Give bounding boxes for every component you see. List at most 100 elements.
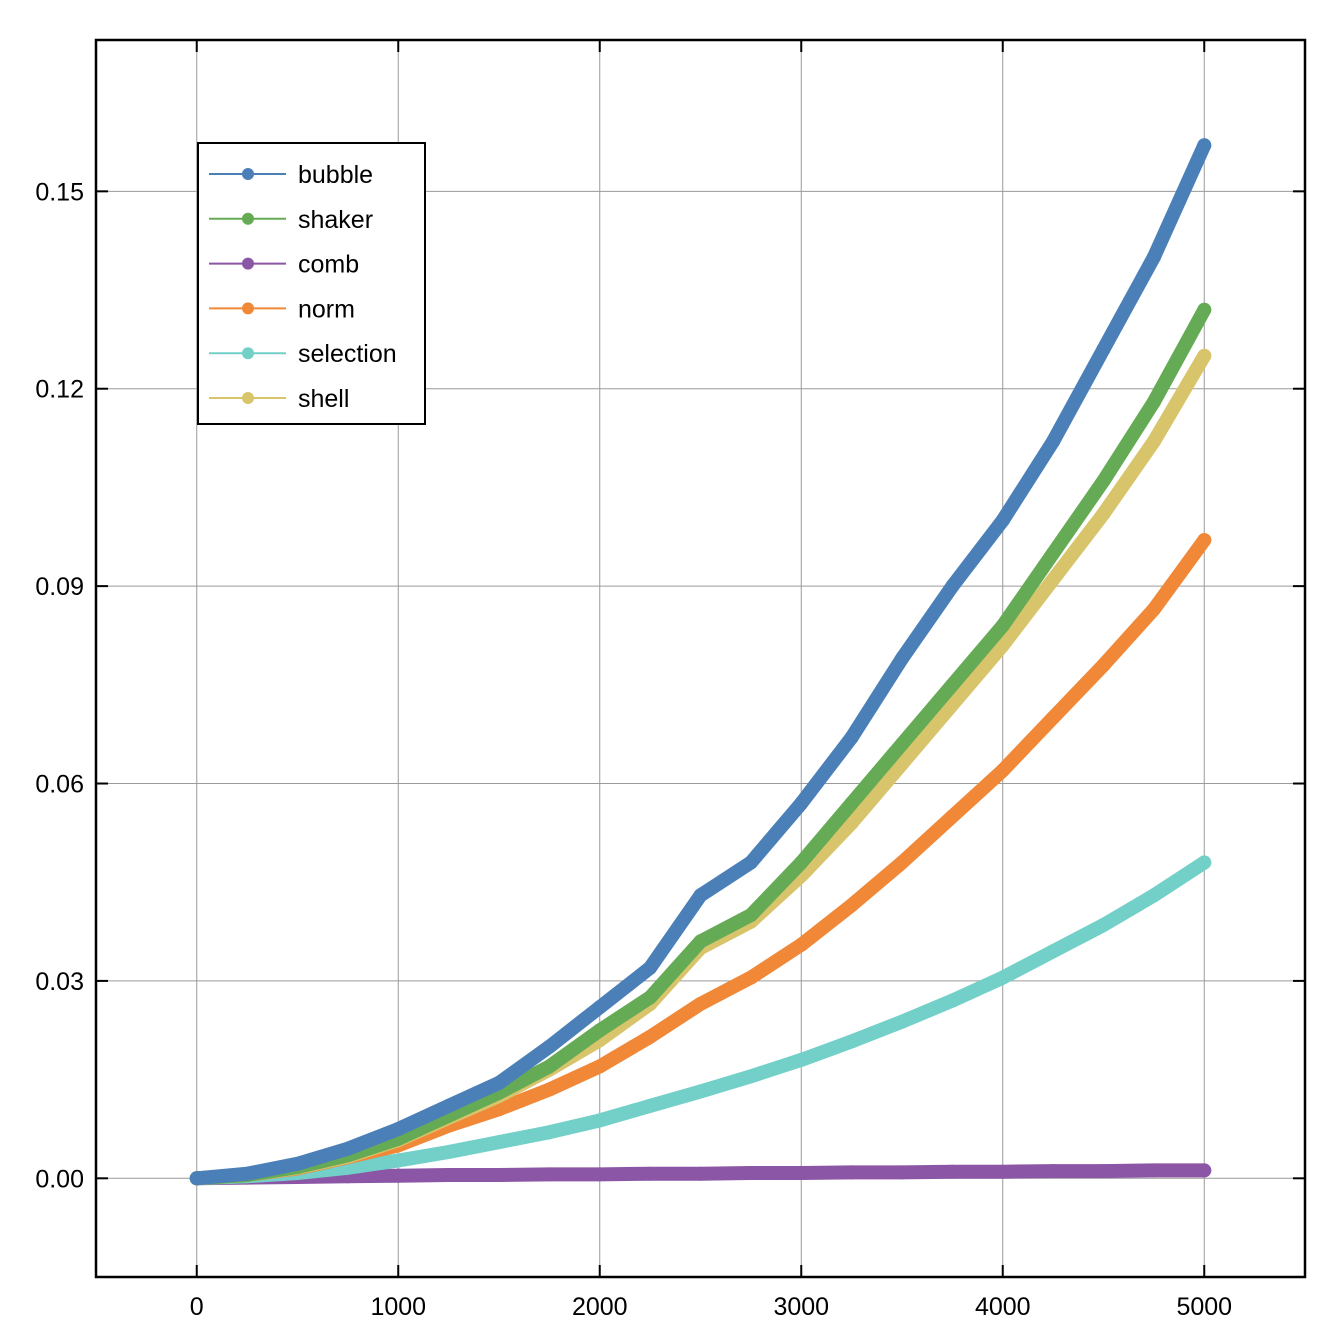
y-tick-label: 0.15: [35, 178, 84, 206]
data-point-bubble: [492, 1075, 506, 1090]
data-point-comb: [391, 1168, 406, 1183]
legend-marker: [242, 302, 254, 315]
y-tick-label: 0.03: [35, 968, 84, 996]
data-point-shell: [1146, 434, 1161, 449]
data-point-bubble: [1046, 434, 1061, 449]
legend-marker: [242, 168, 254, 180]
data-point-bubble: [693, 888, 708, 903]
data-point-shell: [1096, 506, 1111, 521]
data-point-shaker: [995, 618, 1010, 633]
data-point-comb: [1096, 1164, 1111, 1179]
x-tick-label: 0: [190, 1293, 204, 1321]
legend-label: shaker: [298, 206, 373, 234]
data-point-bubble: [290, 1156, 305, 1171]
data-point-selection: [592, 1113, 607, 1128]
data-point-norm: [693, 996, 708, 1011]
data-point-shaker: [743, 908, 758, 923]
data-point-bubble: [945, 579, 960, 594]
data-point-norm: [1096, 658, 1111, 673]
x-tick-label: 1000: [370, 1293, 426, 1321]
data-point-shaker: [643, 990, 658, 1005]
x-tick-label: 3000: [773, 1293, 829, 1321]
axis-ticks: 0 1000 2000 3000 4000 5000 0.00 0.03 0.06 0.09 0.1…: [35, 40, 1305, 1321]
data-point-shell: [1197, 348, 1212, 363]
data-point-shaker: [542, 1059, 557, 1074]
data-point-selection: [995, 970, 1010, 985]
data-point-bubble: [895, 651, 909, 666]
data-point-selection: [743, 1069, 758, 1084]
data-point-comb: [995, 1164, 1010, 1179]
data-point-selection: [693, 1084, 708, 1099]
data-point-selection: [643, 1098, 658, 1113]
data-point-norm: [1197, 533, 1212, 548]
data-point-shell: [1046, 572, 1061, 587]
data-point-selection: [794, 1052, 809, 1067]
x-tick-label: 5000: [1176, 1293, 1232, 1321]
data-point-comb: [542, 1167, 557, 1182]
data-point-selection: [441, 1144, 456, 1159]
data-point-comb: [743, 1166, 758, 1181]
data-point-bubble: [391, 1121, 406, 1136]
data-point-shaker: [794, 855, 809, 870]
data-point-selection: [1146, 888, 1161, 903]
legend: bubble shaker comb norm selection shell: [197, 142, 426, 425]
data-point-comb: [794, 1166, 809, 1181]
data-point-shell: [844, 815, 859, 830]
legend-marker: [242, 257, 254, 270]
data-point-bubble: [592, 1000, 607, 1015]
data-point-shell: [895, 756, 909, 771]
data-point-comb: [1197, 1163, 1212, 1178]
data-point-norm: [1146, 602, 1161, 617]
data-point-selection: [1197, 855, 1212, 870]
data-point-selection: [895, 1014, 909, 1029]
data-point-shaker: [1096, 473, 1111, 488]
data-point-comb: [492, 1168, 506, 1183]
data-point-norm: [995, 763, 1010, 778]
data-point-bubble: [1096, 342, 1111, 357]
data-point-bubble: [794, 796, 809, 811]
data-point-shaker: [1046, 546, 1061, 561]
data-point-bubble: [743, 855, 758, 870]
data-point-norm: [743, 970, 758, 985]
data-point-norm: [643, 1029, 658, 1044]
data-point-shaker: [1197, 302, 1212, 317]
plot-frame: [94, 38, 1307, 1279]
legend-marker: [242, 392, 254, 404]
data-point-bubble: [1197, 138, 1212, 153]
data-point-norm: [844, 898, 859, 913]
data-point-selection: [1096, 917, 1111, 932]
series-comb: [189, 1163, 1212, 1186]
legend-box: [197, 142, 426, 425]
data-point-bubble: [189, 1171, 204, 1186]
data-point-comb: [693, 1166, 708, 1181]
y-tick-label: 0.09: [35, 573, 84, 601]
legend-label: selection: [298, 340, 397, 368]
data-point-shaker: [592, 1023, 607, 1038]
legend-item-bubble: bubble: [209, 161, 373, 189]
data-point-selection: [391, 1153, 406, 1168]
legend-label: comb: [298, 251, 359, 279]
series-selection: [189, 855, 1212, 1186]
data-point-bubble: [340, 1141, 355, 1156]
data-point-bubble: [441, 1098, 456, 1113]
data-point-comb: [1046, 1164, 1061, 1179]
data-point-bubble: [643, 960, 658, 975]
data-point-comb: [643, 1166, 658, 1181]
data-point-norm: [895, 855, 909, 870]
data-point-norm: [492, 1102, 506, 1117]
series-layer: [189, 138, 1212, 1186]
data-point-shaker: [895, 737, 909, 752]
y-tick-label: 0.06: [35, 771, 84, 799]
data-point-selection: [492, 1135, 506, 1150]
data-point-selection: [542, 1125, 557, 1140]
data-point-selection: [945, 993, 960, 1008]
legend-item-shaker: shaker: [209, 206, 373, 234]
data-point-shell: [995, 638, 1010, 653]
data-point-shaker: [844, 796, 859, 811]
data-point-comb: [895, 1165, 909, 1180]
x-tick-label: 4000: [975, 1293, 1031, 1321]
data-point-comb: [1146, 1163, 1161, 1178]
data-point-norm: [1046, 710, 1061, 725]
data-point-comb: [844, 1165, 859, 1180]
